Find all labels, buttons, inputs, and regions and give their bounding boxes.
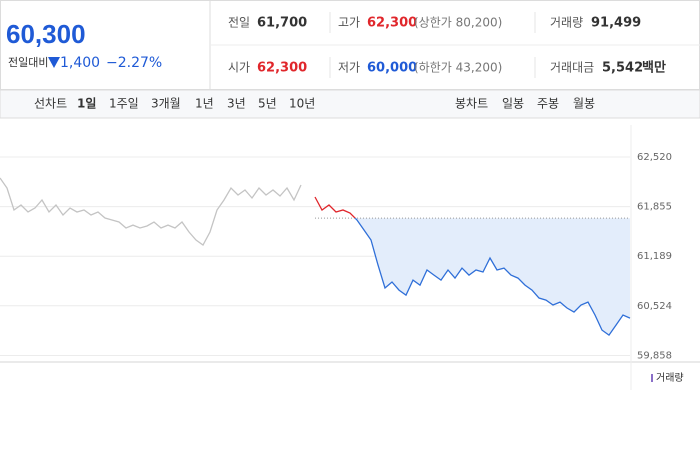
y-tick-label: 61,189 xyxy=(637,251,672,262)
stat-value: 62,300 xyxy=(367,16,417,31)
area-fill xyxy=(315,218,630,336)
tab[interactable]: 주봉 xyxy=(537,97,559,111)
stat-label: 거래대금 xyxy=(550,61,594,75)
stat-note: (하한가 43,200) xyxy=(414,61,502,75)
current-price: 60,300 xyxy=(6,19,86,49)
down-arrow xyxy=(48,57,60,68)
tab[interactable]: 일봉 xyxy=(502,97,524,111)
tab-group-label: 선차트 xyxy=(34,97,67,111)
stat-value: 5,542 xyxy=(602,61,643,76)
stat-label: 시가 xyxy=(228,61,250,75)
tab[interactable]: 3개월 xyxy=(151,97,181,111)
stat-value: 62,300 xyxy=(257,61,307,76)
tab[interactable]: 10년 xyxy=(289,97,315,111)
tab[interactable]: 5년 xyxy=(258,97,277,111)
volume-marker xyxy=(651,374,653,382)
stat-unit: 백만 xyxy=(642,60,666,76)
price-line-down xyxy=(354,218,631,337)
stat-note: (상한가 80,200) xyxy=(414,16,502,30)
y-tick-label: 62,520 xyxy=(637,152,672,163)
y-tick-label: 61,855 xyxy=(637,202,672,213)
tab[interactable]: 1주일 xyxy=(109,97,139,111)
tab[interactable]: 1일 xyxy=(77,97,96,111)
stat-value: 60,000 xyxy=(367,61,417,76)
stat-label: 전일 xyxy=(228,16,250,30)
tab-bar xyxy=(0,89,700,119)
stat-label: 고가 xyxy=(338,16,360,30)
stat-label: 거래량 xyxy=(550,16,583,30)
tab[interactable]: 1년 xyxy=(195,97,214,111)
stat-value: 61,700 xyxy=(257,16,307,31)
y-tick-label: 59,858 xyxy=(637,350,672,361)
volume-label: 거래량 xyxy=(656,372,684,384)
change-label: 전일대비 xyxy=(8,55,48,69)
change-rate: −2.27% xyxy=(106,55,162,71)
change: 1,400 xyxy=(60,55,100,71)
tab-group-label: 봉차트 xyxy=(455,97,488,111)
y-tick-label: 60,524 xyxy=(637,301,672,312)
price-line xyxy=(0,177,302,246)
stat-value: 91,499 xyxy=(591,16,641,31)
tab[interactable]: 월봉 xyxy=(573,97,595,111)
stat-label: 저가 xyxy=(338,61,360,75)
tab[interactable]: 3년 xyxy=(227,97,246,111)
